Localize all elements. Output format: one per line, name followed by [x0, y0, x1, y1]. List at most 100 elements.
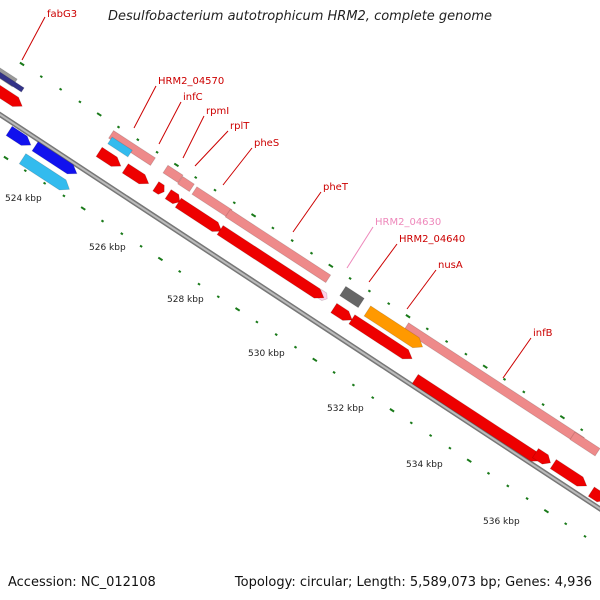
tick-mark [332, 370, 336, 374]
leader-line [182, 115, 205, 159]
kbp-label: 526 kbp [89, 243, 126, 253]
gene-rpmi [177, 175, 195, 193]
gene-rpmi-shape [177, 175, 195, 193]
tick-mark [448, 446, 452, 450]
tick-mark [328, 263, 334, 269]
gene-fabg3-navy [0, 65, 25, 93]
gene-nusa-shape [363, 305, 424, 349]
tick-mark [525, 497, 529, 501]
gene-nusa [363, 305, 424, 349]
tick-mark [580, 428, 584, 432]
tick-mark [78, 100, 82, 104]
cds-red-11-shape [549, 458, 588, 487]
gene-label[interactable]: fabG3 [47, 9, 77, 20]
tick-mark [59, 87, 63, 91]
cds-red-2-shape [121, 163, 150, 185]
cds-blue-2-shape [31, 141, 78, 175]
gene-phet-shape [224, 208, 332, 284]
cds-red-1 [95, 146, 122, 167]
tick-mark [100, 219, 105, 223]
cds-red-10-shape [531, 447, 552, 465]
gene-infb-end [569, 431, 600, 457]
tick-mark [559, 414, 566, 420]
cds-red-8-shape [348, 314, 413, 360]
gene-fabg3-navy-shape [0, 65, 25, 93]
topology-label: Topology: circular; Length: 5,589,073 bp… [234, 575, 592, 590]
inner-tick-row [3, 155, 587, 538]
feature-track [0, 56, 600, 503]
tick-mark [255, 320, 259, 324]
cds-red-8 [348, 314, 413, 360]
tick-mark [351, 383, 355, 387]
tick-marks [3, 61, 587, 538]
cds-red-6-shape [216, 224, 325, 299]
tick-mark [543, 508, 550, 514]
cds-red-fabg3 [0, 82, 23, 107]
tick-mark [80, 206, 86, 211]
tick-mark [120, 232, 124, 236]
leader-line [502, 337, 532, 379]
gene-label[interactable]: infB [533, 328, 553, 339]
tick-mark [409, 421, 413, 425]
cds-red-3 [152, 181, 165, 195]
cds-blue-2 [31, 141, 78, 175]
kbp-label: 536 kbp [483, 517, 520, 527]
gene-label[interactable]: rpmI [206, 106, 229, 117]
gene-label[interactable]: rplT [230, 121, 250, 132]
tick-mark [348, 276, 352, 280]
leader-line [21, 16, 46, 61]
gene-phet [224, 208, 332, 284]
leader-line [346, 226, 374, 269]
cds-red-4 [164, 189, 181, 205]
cds-red-5 [174, 197, 223, 232]
gene-label[interactable]: pheS [254, 138, 279, 149]
gene-label[interactable]: infC [183, 92, 203, 103]
kbp-label: 528 kbp [167, 295, 204, 305]
outer-tick-row [19, 61, 584, 432]
kbp-label: 534 kbp [406, 460, 443, 470]
tick-mark [405, 314, 411, 319]
tick-mark [271, 226, 275, 230]
tick-mark [178, 269, 182, 274]
cds-cyan-1-shape [18, 153, 70, 191]
tick-mark [290, 239, 294, 243]
tick-mark [96, 112, 102, 117]
tick-mark [506, 484, 510, 488]
cds-blue-1-shape [5, 125, 32, 146]
tick-mark [39, 75, 43, 79]
tick-mark [250, 213, 257, 218]
tick-mark [502, 377, 507, 381]
tick-mark [387, 302, 391, 306]
tick-mark [312, 357, 318, 363]
cds-red-9-shape [411, 373, 542, 462]
cds-red-3-shape [152, 181, 165, 195]
gene-label[interactable]: pheT [323, 182, 349, 193]
kbp-label: 524 kbp [5, 194, 42, 204]
gene-label[interactable]: HRM2_04570 [158, 76, 224, 87]
tick-mark [197, 282, 201, 286]
cds-red-9 [411, 373, 542, 462]
tick-mark [213, 188, 217, 192]
leader-line [406, 269, 437, 310]
tick-mark [482, 364, 488, 369]
tick-mark [389, 408, 395, 413]
tick-mark [62, 194, 66, 198]
gene-hrm2-04640-shape [339, 285, 365, 309]
tick-mark [173, 162, 180, 168]
kbp-label: 532 kbp [327, 404, 364, 414]
tick-mark [157, 256, 164, 262]
cds-red-1-shape [95, 146, 122, 167]
tick-mark [522, 390, 526, 394]
gene-label[interactable]: HRM2_04630 [375, 217, 441, 228]
cds-red-10 [531, 447, 552, 465]
gene-infc-shape [162, 164, 184, 184]
gene-label[interactable]: nusA [438, 260, 463, 271]
tick-mark [367, 289, 371, 293]
tick-mark [155, 150, 159, 154]
leader-line [368, 243, 398, 283]
tick-mark [564, 522, 568, 526]
tick-mark [583, 534, 587, 538]
tick-mark [274, 333, 278, 337]
gene-label[interactable]: HRM2_04640 [399, 234, 465, 245]
